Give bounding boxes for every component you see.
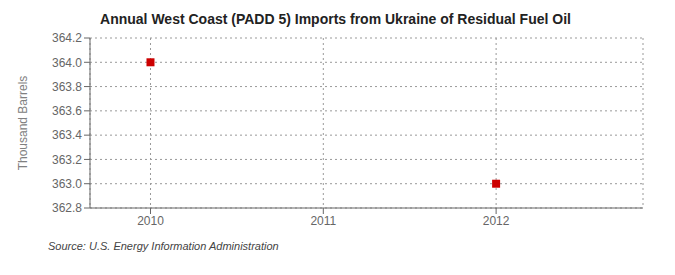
svg-text:364.0: 364.0 [52,56,82,70]
svg-text:363.2: 363.2 [52,153,82,167]
svg-text:2011: 2011 [310,214,336,228]
svg-text:2012: 2012 [483,214,510,228]
html-text:Source: U.S. Energy Informatio: Source: U.S. Energy Information Administ… [48,240,279,252]
svg-text:363.6: 363.6 [52,104,82,118]
svg-text:364.2: 364.2 [52,31,82,45]
svg-text:363.4: 363.4 [52,128,82,142]
svg-text:Thousand Barrels: Thousand Barrels [16,76,30,171]
svg-text:2010: 2010 [137,214,164,228]
svg-text:363.8: 363.8 [52,80,82,94]
svg-text:362.8: 362.8 [52,201,82,215]
html-text:Annual West Coast (PADD 5) Imp: Annual West Coast (PADD 5) Imports from … [100,11,571,27]
svg-text:363.0: 363.0 [52,177,82,191]
